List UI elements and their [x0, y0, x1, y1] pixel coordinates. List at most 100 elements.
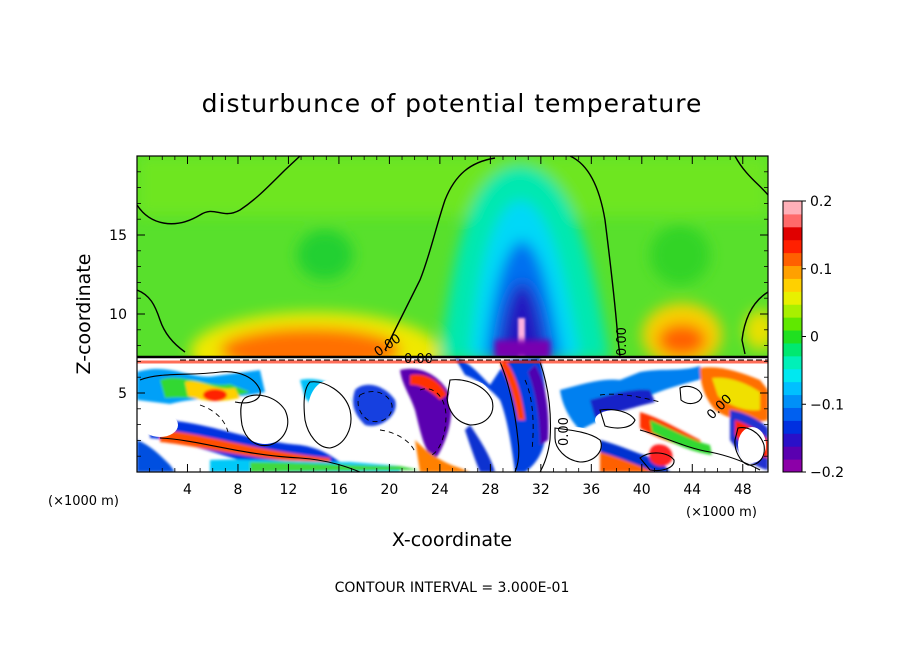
x-unit-right: (×1000 m) [686, 505, 757, 520]
colorbar-swatch [783, 226, 802, 241]
contour-plume-right [569, 156, 621, 357]
contour-label-3: 0.00 [615, 327, 630, 356]
lower-cold-core-4 [528, 365, 549, 445]
colorbar-tick-label: −0.1 [810, 397, 844, 413]
y-tick-label: 10 [109, 307, 127, 323]
colorbar-tick-label: 0 [810, 330, 819, 346]
lower-warm-tongue-1 [160, 430, 330, 464]
colorbar-swatch [783, 265, 802, 279]
contour-right-lower [741, 291, 768, 355]
plot-area: 0.00 0.00 0.00 0.00 0.00 [137, 156, 768, 472]
warm-blob-left [297, 230, 353, 280]
lower-warm-edge-5 [600, 452, 655, 472]
colorbar-swatch [783, 278, 802, 292]
plume-base [495, 340, 550, 358]
lower-contour-13 [639, 452, 675, 472]
lower-warm-sliver-1 [250, 462, 420, 472]
lower-contour-2 [159, 437, 361, 472]
lower-green-band-5 [650, 420, 712, 455]
lower-warm-edge-3 [415, 440, 470, 472]
x-tick-label: 4 [183, 482, 192, 498]
lower-contour-12 [679, 385, 703, 405]
colorbar-swatch [783, 239, 802, 254]
contour-label-2: 0.00 [404, 352, 433, 367]
x-tick-label: 20 [380, 482, 398, 498]
x-tick-label: 28 [481, 482, 499, 498]
colorbar-swatch [783, 446, 802, 460]
contour-left-lower [137, 289, 186, 353]
chart-title: disturbunce of potential temperature [202, 89, 703, 118]
lower-contour-1 [139, 371, 261, 404]
x-tick-label: 44 [683, 482, 701, 498]
y-axis-ticks: 5 10 15 [109, 171, 768, 457]
colorbar-swatch [783, 407, 802, 421]
lower-hot-spot-1 [203, 389, 227, 401]
colorbar-swatch [783, 317, 802, 331]
x-tick-label: 48 [734, 482, 752, 498]
dashed-contour-3 [524, 379, 534, 451]
colorbar-swatch [783, 420, 802, 434]
colorbar-swatch [783, 330, 802, 344]
colorbar-tick-label: 0.1 [810, 262, 832, 278]
lower-contour-11 [734, 427, 765, 466]
colorbar-swatch [783, 355, 802, 370]
x-tick-label: 12 [280, 482, 298, 498]
white-pocket-3 [308, 380, 352, 440]
colorbar-swatch [783, 342, 802, 357]
y-tick-label: 15 [109, 228, 127, 244]
colorbar-swatch [783, 433, 802, 447]
colorbar-swatch [783, 213, 802, 228]
lower-cold-patch-4 [455, 358, 547, 472]
dashed-contour-2 [419, 388, 447, 456]
colorbar-tick-label: −0.2 [810, 465, 844, 481]
colorbar-tick-label: 0.2 [810, 194, 832, 210]
x-axis-ticks: 4 8 12 16 20 24 28 32 36 40 44 48 [149, 156, 756, 498]
y-tick-label: 5 [118, 386, 127, 402]
lower-contour-3 [240, 394, 289, 447]
x-axis-label: X-coordinate [392, 529, 512, 551]
dashed-contour-5 [379, 429, 416, 453]
colorbar: 0.2 0.1 0 −0.1 −0.2 [783, 194, 844, 481]
colorbar-swatch [783, 394, 802, 408]
lower-contour-6 [499, 361, 520, 472]
white-pocket-1 [142, 413, 178, 437]
contour-plume-left [384, 157, 496, 351]
lower-contours [139, 361, 765, 472]
white-pocket-8 [680, 387, 700, 403]
white-pocket-4 [448, 380, 492, 420]
white-pocket-2 [239, 396, 291, 444]
lower-cold-patch-10 [137, 440, 175, 472]
lower-white-pockets [142, 380, 766, 463]
lower-contour-9 [599, 408, 636, 429]
y-axis-label: Z-coordinate [73, 254, 95, 375]
contour-interval-note: CONTOUR INTERVAL = 3.000E-01 [335, 580, 570, 596]
dashed-contour-6 [199, 404, 229, 433]
dashed-contour-1 [357, 391, 393, 423]
contour-left-upper [137, 156, 301, 225]
colorbar-swatch [783, 201, 802, 215]
x-tick-label: 40 [633, 482, 651, 498]
lower-field [137, 358, 768, 472]
warm-patch-right-edge [744, 310, 768, 350]
colorbar-swatch [783, 252, 802, 267]
interface-line [137, 355, 768, 364]
lower-warm-patch-4 [500, 360, 525, 420]
lower-contour-5 [446, 379, 494, 426]
contour-label-4: 0.00 [557, 417, 572, 446]
lower-yellow-patch-6 [712, 377, 760, 411]
lower-cold-patch-8 [465, 425, 495, 472]
lower-contour-8 [554, 427, 602, 463]
x-tick-label: 32 [532, 482, 550, 498]
colorbar-swatch [783, 368, 802, 383]
x-tick-label: 36 [582, 482, 600, 498]
dashed-contour-4 [599, 393, 661, 403]
upper-contours [137, 156, 768, 357]
white-pocket-5 [549, 427, 601, 463]
warm-band-right-inner [658, 324, 706, 356]
x-tick-label: 8 [233, 482, 242, 498]
colorbar-swatch [783, 291, 802, 305]
lower-contour-7 [539, 361, 552, 472]
lower-cold-patch-2 [353, 384, 396, 426]
colorbar-swatch [783, 381, 802, 396]
